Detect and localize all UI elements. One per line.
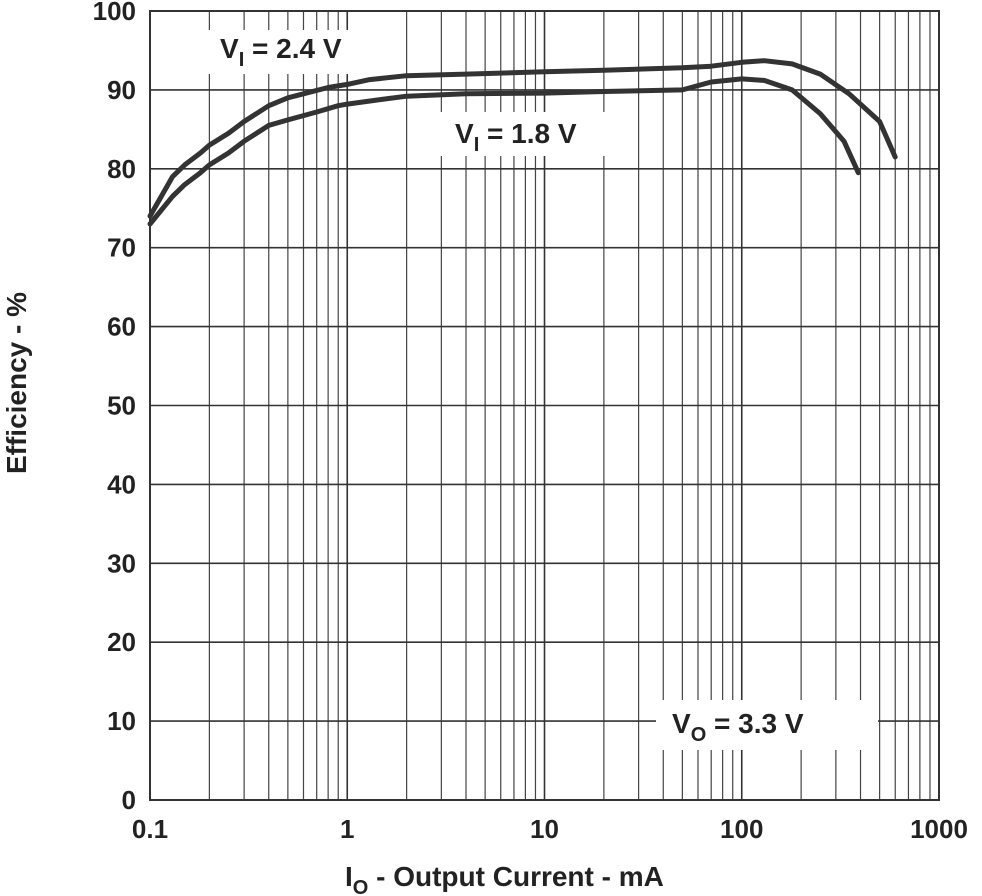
series-lines bbox=[147, 58, 898, 227]
y-axis-label: Efficiency - % bbox=[1, 292, 32, 474]
plot-frame bbox=[149, 10, 940, 801]
output-voltage-label: VO = 3.3 V bbox=[672, 708, 804, 746]
y-tick-label: 90 bbox=[107, 75, 136, 105]
y-tick-label: 60 bbox=[107, 312, 136, 342]
series-label-bg-2.4 bbox=[207, 30, 387, 74]
series-line-1 bbox=[147, 76, 861, 227]
x-tick-label: 1 bbox=[340, 814, 354, 844]
series-label-bg-1.8 bbox=[440, 112, 618, 156]
x-tick-label: 10 bbox=[530, 814, 559, 844]
series-label-1.8v: VI = 1.8 V bbox=[455, 118, 577, 156]
y-tick-label: 30 bbox=[107, 548, 136, 578]
x-tick-label: 0.1 bbox=[132, 814, 168, 844]
output-voltage-label-bg bbox=[656, 700, 878, 750]
y-tick-labels: 0 10 20 30 40 50 60 70 80 90 100 bbox=[93, 0, 136, 815]
y-tick-label: 70 bbox=[107, 233, 136, 263]
x-tick-label: 100 bbox=[720, 814, 763, 844]
y-tick-label: 100 bbox=[93, 0, 136, 26]
y-tick-label: 40 bbox=[107, 469, 136, 499]
series-label-2.4v: VI = 2.4 V bbox=[220, 33, 342, 71]
series-line-0 bbox=[147, 58, 898, 219]
x-axis-label: IO - Output Current - mA bbox=[345, 861, 664, 896]
y-tick-label: 0 bbox=[122, 785, 136, 815]
y-tick-label: 10 bbox=[107, 706, 136, 736]
x-tick-labels: 0.1 1 10 100 1000 bbox=[132, 814, 968, 844]
y-tick-label: 20 bbox=[107, 627, 136, 657]
x-tick-label: 1000 bbox=[910, 814, 968, 844]
y-tick-label: 50 bbox=[107, 391, 136, 421]
y-tick-label: 80 bbox=[107, 154, 136, 184]
